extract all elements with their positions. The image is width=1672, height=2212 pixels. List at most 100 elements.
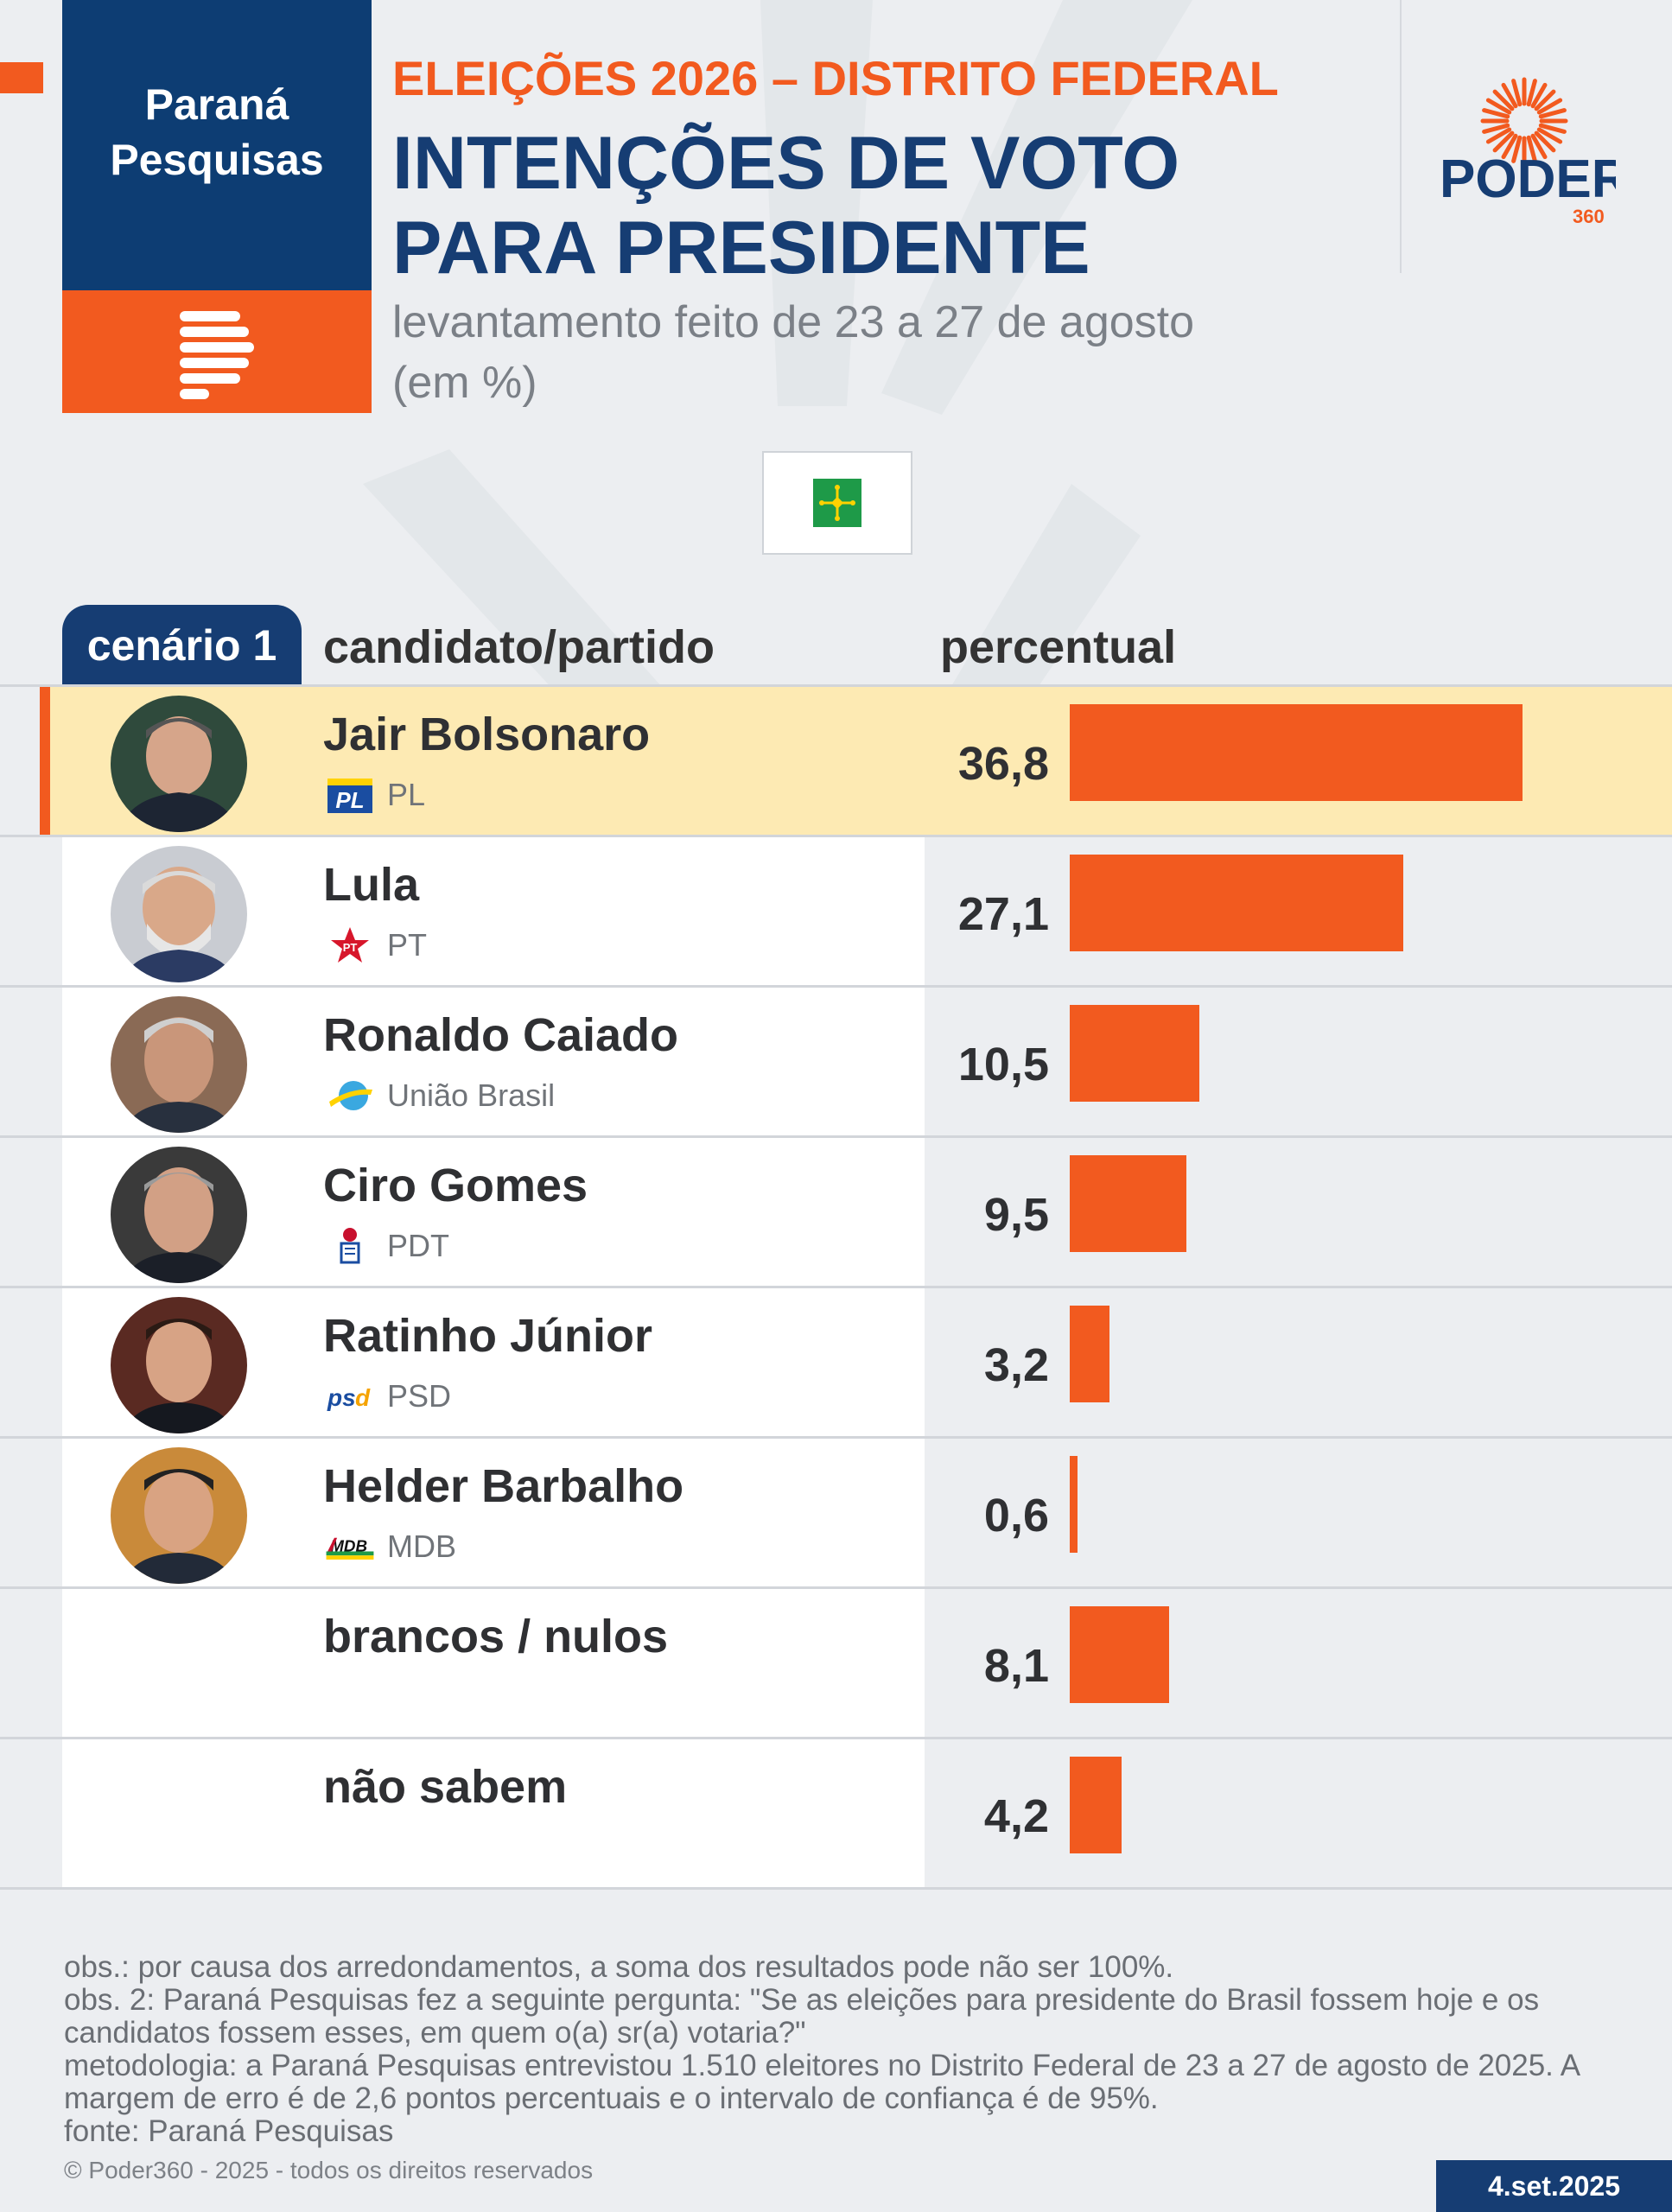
svg-text:MDB: MDB (330, 1536, 367, 1554)
mdb-logo-icon: MDB (325, 1527, 375, 1567)
data-label: 3,2 (983, 1339, 1049, 1391)
corner-accent (0, 62, 43, 93)
avatar (111, 696, 247, 832)
header-divider (1400, 0, 1402, 273)
row-divider (0, 1286, 1672, 1288)
data-label: 27,1 (957, 888, 1049, 940)
row-bg-right (925, 988, 1672, 1136)
row-divider (0, 1737, 1672, 1739)
bar (1070, 1005, 1199, 1102)
bar (1070, 704, 1523, 801)
avatar (111, 996, 247, 1133)
candidate-name: Lula (323, 859, 420, 911)
party-label: PSD (387, 1378, 452, 1414)
row-divider (0, 1586, 1672, 1589)
brand-left-line2: Pesquisas (110, 136, 324, 184)
avatar (111, 1147, 247, 1283)
table-row: Helder Barbalho MDB MDB 0,6 (0, 1439, 1672, 1589)
table-row: não sabem 4,2 (0, 1739, 1672, 1890)
party: PL PL (325, 775, 425, 815)
row-bg-right (925, 1138, 1672, 1287)
column-header-candidate: candidato/partido (323, 621, 715, 673)
data-label: 8,1 (983, 1640, 1049, 1692)
row-divider (0, 835, 1672, 837)
footnote: obs. 2: Paraná Pesquisas fez a seguinte … (64, 1983, 1540, 2050)
table-row: brancos / nulos 8,1 (0, 1589, 1672, 1739)
bar (1070, 1306, 1109, 1402)
pt-star-icon: PT (325, 925, 375, 965)
poder360-sun-icon: PODER 360 (1440, 77, 1630, 227)
sun-ray (1536, 127, 1563, 144)
parana-pesquisas-logo: Paraná Pesquisas (62, 0, 372, 413)
data-label: 9,5 (983, 1189, 1049, 1241)
sun-ray (1536, 98, 1563, 115)
uniao-brasil-logo-icon (325, 1076, 375, 1116)
kicker: ELEIÇÕES 2026 – DISTRITO FEDERAL (392, 51, 1279, 105)
table-row: Ratinho Júnior ps d PSD 3,2 (0, 1288, 1672, 1439)
sun-ray (1492, 89, 1515, 111)
row-bg-right (925, 1589, 1672, 1738)
candidate-name: Ronaldo Caiado (323, 1009, 679, 1061)
column-header-percent: percentual (940, 621, 1177, 673)
sun-ray (1511, 79, 1523, 107)
brand-right-text: PODER (1440, 149, 1616, 209)
party-label: PDT (387, 1228, 449, 1263)
candidate-name: Ratinho Júnior (323, 1310, 652, 1362)
svg-text:d: d (355, 1384, 371, 1411)
avatar (111, 1297, 247, 1433)
row-bg (62, 1739, 925, 1888)
row-bg (62, 1589, 925, 1738)
poder360-logo: PODER 360 (1434, 67, 1630, 232)
sun-ray (1485, 98, 1512, 115)
subtitle-line1: levantamento feito de 23 a 27 de agosto (392, 297, 1195, 347)
footnote: obs.: por causa dos arredondamentos, a s… (64, 1950, 1174, 1984)
bar (1070, 1456, 1078, 1553)
svg-text:PL: PL (335, 787, 364, 813)
table-row: Ciro Gomes PDT 9,5 (0, 1138, 1672, 1288)
footnotes: obs.: por causa dos arredondamentos, a s… (64, 1951, 1619, 2148)
header-divider-line (0, 684, 1672, 687)
brand-right-sub: 360 (1573, 206, 1605, 227)
data-label: 4,2 (983, 1790, 1049, 1842)
sun-ray (1538, 123, 1567, 134)
party: União Brasil (325, 1076, 555, 1116)
avatar (111, 1447, 247, 1584)
svg-text:ps: ps (327, 1384, 356, 1411)
row-divider (0, 1436, 1672, 1439)
candidate-name: brancos / nulos (323, 1611, 669, 1662)
row-divider (0, 985, 1672, 988)
date-badge: 4.set.2025 (1436, 2160, 1672, 2212)
party: PT PT (325, 925, 427, 965)
candidate-name: não sabem (323, 1761, 568, 1813)
data-label: 0,6 (983, 1490, 1049, 1541)
candidate-name: Ciro Gomes (323, 1160, 588, 1211)
bar (1070, 1606, 1170, 1703)
data-label: 36,8 (957, 738, 1049, 790)
party-label: União Brasil (387, 1077, 556, 1113)
subtitle: levantamento feito de 23 a 27 de agosto … (392, 292, 1194, 413)
table-row: Jair Bolsonaro PL PL 36,8 (0, 687, 1672, 837)
party: PDT (325, 1226, 449, 1266)
footnote: metodologia: a Paraná Pesquisas entrevis… (64, 2049, 1580, 2115)
candidate-name: Jair Bolsonaro (323, 709, 651, 760)
distrito-federal-flag (762, 451, 912, 555)
brand-left-line1: Paraná (144, 80, 289, 129)
sun-ray (1526, 79, 1537, 107)
party-label: MDB (387, 1529, 456, 1564)
row-bg-right (925, 1439, 1672, 1587)
avatar (111, 846, 247, 982)
sun-ray (1501, 82, 1518, 109)
sun-ray (1534, 130, 1556, 153)
row-divider (0, 1887, 1672, 1890)
sun-ray (1485, 127, 1512, 144)
table-row: Ronaldo Caiado União Brasil 10,5 (0, 988, 1672, 1138)
title-line2: PARA PRESIDENTE (392, 207, 1090, 289)
row-divider (0, 1135, 1672, 1138)
row-bg-right (925, 1288, 1672, 1437)
highlight-marker (40, 687, 50, 836)
sun-ray (1482, 108, 1510, 119)
sun-ray (1538, 108, 1567, 119)
footnote-source: fonte: Paraná Pesquisas (64, 2114, 394, 2148)
sun-ray (1530, 82, 1548, 109)
sun-ray (1482, 123, 1510, 134)
